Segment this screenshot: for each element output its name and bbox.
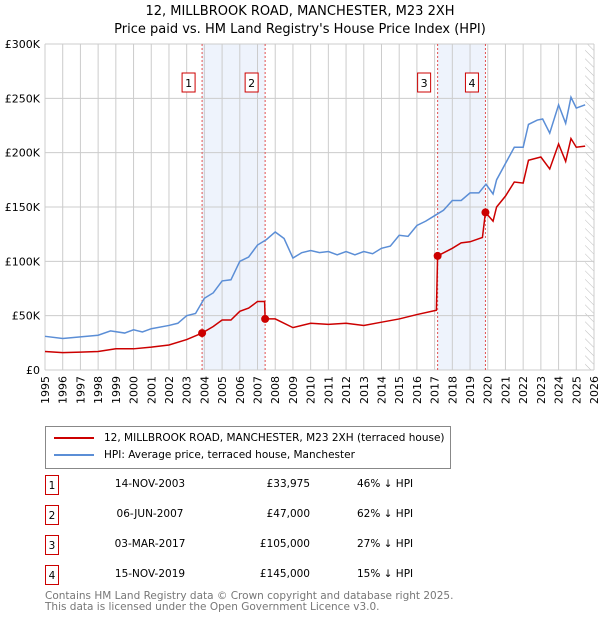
y-tick-label: £250K bbox=[5, 92, 41, 105]
x-tick-label: 2005 bbox=[216, 376, 229, 404]
x-tick-label: 2019 bbox=[464, 376, 477, 404]
sale-row: 3 03-MAR-2017 £105,000 27% ↓ HPI bbox=[45, 535, 445, 555]
sale-price: £33,975 bbox=[266, 478, 310, 490]
sale-point bbox=[198, 329, 207, 338]
series-line-hpi bbox=[44, 94, 586, 340]
x-tick-label: 2014 bbox=[375, 376, 388, 404]
legend-item-property: 12, MILLBROOK ROAD, MANCHESTER, M23 2XH … bbox=[54, 432, 445, 444]
sale-hpi-diff: 15% ↓ HPI bbox=[357, 568, 414, 580]
x-tick-label: 2026 bbox=[588, 376, 600, 404]
sale-price: £145,000 bbox=[259, 568, 310, 580]
sale-label: 3 bbox=[421, 77, 428, 90]
x-tick-label: 2006 bbox=[234, 376, 247, 404]
x-tick-label: 2013 bbox=[358, 376, 371, 404]
sale-label: 4 bbox=[468, 77, 475, 90]
sale-date: 03-MAR-2017 bbox=[114, 538, 186, 550]
legend-label: 12, MILLBROOK ROAD, MANCHESTER, M23 2XH … bbox=[104, 432, 445, 444]
legend-swatch bbox=[54, 454, 94, 456]
x-tick-label: 2020 bbox=[482, 376, 495, 404]
x-tick-label: 2012 bbox=[340, 376, 353, 404]
chart-subtitle: Price paid vs. HM Land Registry's House … bbox=[114, 22, 486, 37]
x-tick-label: 2022 bbox=[517, 376, 530, 404]
x-tick-label: 2016 bbox=[411, 376, 424, 404]
x-tick-label: 2009 bbox=[287, 376, 300, 404]
x-tick-label: 2008 bbox=[269, 376, 282, 404]
sale-label-box bbox=[417, 72, 432, 93]
sale-hpi-diff: 27% ↓ HPI bbox=[357, 538, 414, 550]
x-tick-label: 1998 bbox=[92, 376, 105, 404]
legend-swatch bbox=[54, 437, 94, 439]
chart-title: 12, MILLBROOK ROAD, MANCHESTER, M23 2XH bbox=[145, 4, 455, 19]
x-tick-label: 1996 bbox=[57, 376, 70, 404]
x-tick-label: 2007 bbox=[252, 376, 265, 404]
legend: 12, MILLBROOK ROAD, MANCHESTER, M23 2XH … bbox=[45, 426, 451, 469]
y-tick-label: £150K bbox=[5, 201, 41, 214]
sale-number: 4 bbox=[45, 565, 59, 585]
x-tick-label: 2025 bbox=[570, 376, 583, 404]
x-tick-label: 2001 bbox=[145, 376, 158, 404]
legend-item-hpi: HPI: Average price, terraced house, Manc… bbox=[54, 449, 355, 461]
sale-label: 2 bbox=[248, 77, 255, 90]
x-tick-label: 2002 bbox=[163, 376, 176, 404]
y-tick-label: £50K bbox=[12, 310, 41, 323]
x-tick-label: 2011 bbox=[322, 376, 335, 404]
sale-hpi-diff: 62% ↓ HPI bbox=[357, 508, 414, 520]
sale-date: 15-NOV-2019 bbox=[114, 568, 186, 580]
sale-label-box bbox=[244, 72, 259, 93]
x-tick-label: 1997 bbox=[74, 376, 87, 404]
sale-number: 1 bbox=[45, 475, 59, 495]
footer-copyright: Contains HM Land Registry data © Crown c… bbox=[45, 590, 454, 602]
sale-label-box bbox=[464, 72, 479, 93]
x-tick-label: 2018 bbox=[446, 376, 459, 404]
sale-row: 4 15-NOV-2019 £145,000 15% ↓ HPI bbox=[45, 565, 445, 585]
series-line-property bbox=[44, 136, 586, 354]
x-tick-label: 2004 bbox=[198, 376, 211, 404]
sale-label-box bbox=[181, 72, 196, 93]
x-tick-label: 1995 bbox=[39, 376, 52, 404]
sale-label: 1 bbox=[185, 77, 192, 90]
sale-point bbox=[261, 314, 270, 323]
sale-date: 06-JUN-2007 bbox=[116, 508, 184, 520]
x-tick-label: 2010 bbox=[305, 376, 318, 404]
x-tick-label: 1999 bbox=[110, 376, 123, 404]
sale-price: £47,000 bbox=[266, 508, 310, 520]
plot-area: 1995 1996 1997 1998 1999 2000 2001 2002 2003 2004… bbox=[5, 38, 600, 404]
sale-number: 2 bbox=[45, 505, 59, 525]
sale-point bbox=[481, 208, 490, 217]
y-tick-label: £300K bbox=[5, 38, 41, 51]
x-tick-label: 2023 bbox=[535, 376, 548, 404]
y-tick-label: £100K bbox=[5, 255, 41, 268]
x-tick-label: 2024 bbox=[553, 376, 566, 404]
sale-date: 14-NOV-2003 bbox=[114, 478, 186, 490]
y-tick-label: £200K bbox=[5, 147, 41, 160]
x-tick-label: 2003 bbox=[181, 376, 194, 404]
x-tick-label: 2015 bbox=[393, 376, 406, 404]
sale-row: 1 14-NOV-2003 £33,975 46% ↓ HPI bbox=[45, 475, 445, 495]
x-tick-label: 2017 bbox=[429, 376, 442, 404]
sale-row: 2 06-JUN-2007 £47,000 62% ↓ HPI bbox=[45, 505, 445, 525]
x-tick-label: 2021 bbox=[499, 376, 512, 404]
footer-licence: This data is licensed under the Open Gov… bbox=[45, 601, 380, 613]
sale-hpi-diff: 46% ↓ HPI bbox=[357, 478, 414, 490]
legend-label: HPI: Average price, terraced house, Manc… bbox=[104, 449, 355, 461]
sale-point bbox=[433, 251, 442, 260]
sale-price: £105,000 bbox=[259, 538, 310, 550]
y-tick-label: £0 bbox=[26, 364, 40, 377]
sale-number: 3 bbox=[45, 535, 59, 555]
x-tick-label: 2000 bbox=[128, 376, 141, 404]
